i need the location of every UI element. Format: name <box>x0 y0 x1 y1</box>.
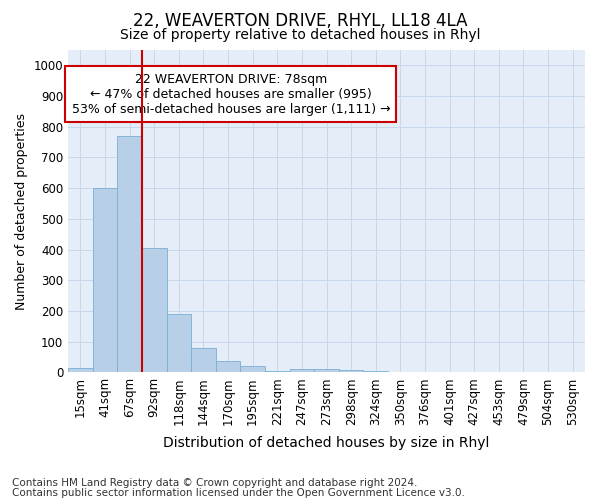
Text: Size of property relative to detached houses in Rhyl: Size of property relative to detached ho… <box>120 28 480 42</box>
Bar <box>241 366 265 372</box>
Bar <box>191 348 216 372</box>
Bar <box>265 371 290 372</box>
Bar <box>68 368 92 372</box>
Text: 22, WEAVERTON DRIVE, RHYL, LL18 4LA: 22, WEAVERTON DRIVE, RHYL, LL18 4LA <box>133 12 467 30</box>
Text: 22 WEAVERTON DRIVE: 78sqm
← 47% of detached houses are smaller (995)
53% of semi: 22 WEAVERTON DRIVE: 78sqm ← 47% of detac… <box>71 72 390 116</box>
Bar <box>92 188 117 372</box>
Bar <box>117 136 142 372</box>
Bar <box>314 368 339 372</box>
Y-axis label: Number of detached properties: Number of detached properties <box>15 112 28 310</box>
Bar <box>142 248 167 372</box>
Text: Contains public sector information licensed under the Open Government Licence v3: Contains public sector information licen… <box>12 488 465 498</box>
Bar <box>216 361 241 372</box>
Text: Contains HM Land Registry data © Crown copyright and database right 2024.: Contains HM Land Registry data © Crown c… <box>12 478 418 488</box>
Bar <box>167 314 191 372</box>
Bar <box>339 370 364 372</box>
X-axis label: Distribution of detached houses by size in Rhyl: Distribution of detached houses by size … <box>163 436 490 450</box>
Bar <box>290 368 314 372</box>
